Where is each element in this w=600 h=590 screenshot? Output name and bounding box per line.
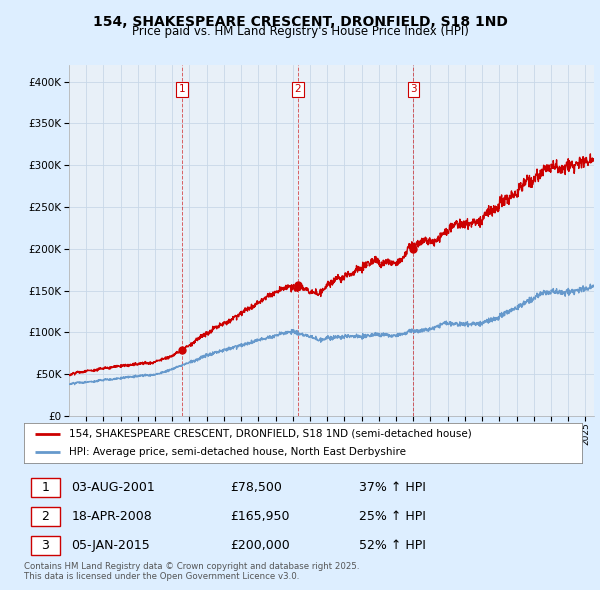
Text: HPI: Average price, semi-detached house, North East Derbyshire: HPI: Average price, semi-detached house,… <box>68 447 406 457</box>
Text: 1: 1 <box>41 481 49 494</box>
Text: 18-APR-2008: 18-APR-2008 <box>71 510 152 523</box>
Text: 3: 3 <box>410 84 417 94</box>
Text: 03-AUG-2001: 03-AUG-2001 <box>71 481 155 494</box>
Text: 05-JAN-2015: 05-JAN-2015 <box>71 539 150 552</box>
Bar <box>31 536 60 555</box>
Text: £200,000: £200,000 <box>230 539 290 552</box>
Text: 2: 2 <box>295 84 301 94</box>
Text: 3: 3 <box>41 539 49 552</box>
Text: 52% ↑ HPI: 52% ↑ HPI <box>359 539 425 552</box>
Text: 154, SHAKESPEARE CRESCENT, DRONFIELD, S18 1ND (semi-detached house): 154, SHAKESPEARE CRESCENT, DRONFIELD, S1… <box>68 429 472 439</box>
Text: Price paid vs. HM Land Registry's House Price Index (HPI): Price paid vs. HM Land Registry's House … <box>131 25 469 38</box>
Text: 154, SHAKESPEARE CRESCENT, DRONFIELD, S18 1ND: 154, SHAKESPEARE CRESCENT, DRONFIELD, S1… <box>92 15 508 29</box>
Bar <box>31 478 60 497</box>
Text: 25% ↑ HPI: 25% ↑ HPI <box>359 510 425 523</box>
Text: £78,500: £78,500 <box>230 481 283 494</box>
Text: Contains HM Land Registry data © Crown copyright and database right 2025.
This d: Contains HM Land Registry data © Crown c… <box>24 562 359 581</box>
Text: £165,950: £165,950 <box>230 510 290 523</box>
Bar <box>31 507 60 526</box>
Text: 37% ↑ HPI: 37% ↑ HPI <box>359 481 425 494</box>
Text: 2: 2 <box>41 510 49 523</box>
Text: 1: 1 <box>179 84 185 94</box>
